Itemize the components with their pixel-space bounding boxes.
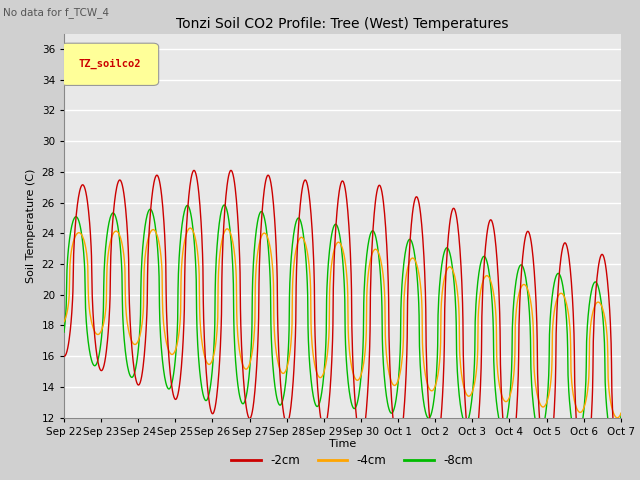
Text: TZ_soilco2: TZ_soilco2 — [79, 59, 141, 70]
Text: No data for f_TCW_4: No data for f_TCW_4 — [3, 7, 109, 18]
Y-axis label: Soil Temperature (C): Soil Temperature (C) — [26, 168, 36, 283]
FancyBboxPatch shape — [61, 43, 159, 85]
Title: Tonzi Soil CO2 Profile: Tree (West) Temperatures: Tonzi Soil CO2 Profile: Tree (West) Temp… — [176, 17, 509, 31]
X-axis label: Time: Time — [329, 439, 356, 449]
Legend: -2cm, -4cm, -8cm: -2cm, -4cm, -8cm — [227, 449, 477, 472]
